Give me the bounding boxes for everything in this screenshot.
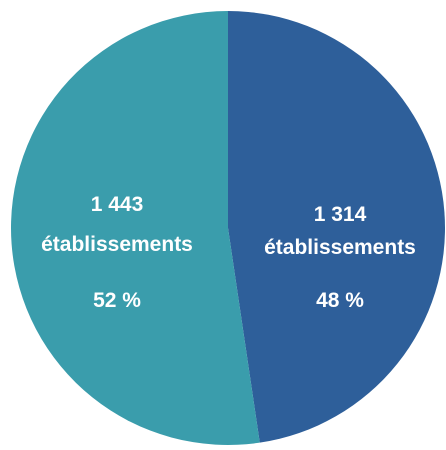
pie-slice-1	[10, 11, 260, 445]
slice-0-unit-label: établissements	[264, 236, 416, 259]
slice-1-unit-label: établissements	[41, 233, 193, 256]
slice-0-count-label: 1 314	[314, 203, 367, 226]
slice-1-count-label: 1 443	[91, 193, 144, 216]
pie-slices	[10, 11, 445, 445]
slice-0-percent-label: 48 %	[316, 289, 364, 312]
pie-slice-0	[228, 11, 445, 443]
slice-1-percent-label: 52 %	[93, 289, 141, 312]
